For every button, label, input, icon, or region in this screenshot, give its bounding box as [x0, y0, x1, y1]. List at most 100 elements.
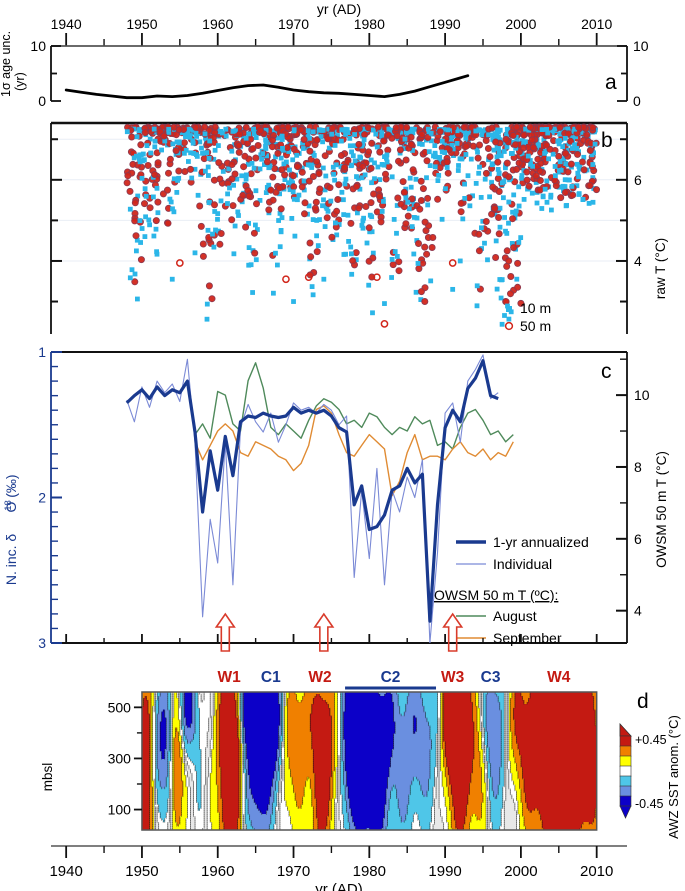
scatter-point-10m [332, 177, 337, 183]
scatter-point-50m [507, 272, 515, 280]
scatter-point-10m [233, 128, 238, 134]
scatter-point-50m [298, 183, 306, 191]
scatter-point-10m [408, 184, 414, 190]
scatter-point-50m [175, 167, 183, 175]
panel-c-left-label: N. inc. δ [3, 534, 19, 586]
scatter-point-50m [217, 229, 225, 237]
scatter-point-10m [343, 132, 348, 137]
scatter-point-10m [504, 126, 510, 132]
scatter-point-50m [297, 126, 305, 134]
scatter-point-10m [359, 175, 365, 181]
scatter-point-50m [196, 202, 204, 210]
scatter-point-10m [572, 126, 578, 132]
scatter-point-50m [216, 240, 224, 248]
scatter-point-50m [137, 256, 145, 264]
scatter-point-10m [367, 229, 373, 235]
scatter-point-10m [204, 150, 210, 155]
scatter-point-50m [489, 183, 497, 191]
scatter-point-10m [549, 130, 555, 135]
panel-d-ytick: 500 [108, 699, 132, 715]
scatter-point-10m [525, 153, 531, 159]
scatter-point-10m [443, 186, 448, 192]
scatter-point-10m [492, 131, 498, 137]
scatter-point-10m [441, 127, 447, 132]
scatter-point-50m [396, 146, 404, 154]
scatter-point-50m [488, 124, 496, 132]
scatter-point-10m [127, 206, 133, 212]
scatter-point-50m [273, 124, 281, 132]
panel-a: 0 10 0 10 1σ age unc. (yr) a [0, 31, 649, 109]
scatter-point-10m [489, 132, 495, 138]
scatter-point-10m [301, 187, 307, 193]
scatter-point-10m [475, 149, 480, 155]
scatter-point-50m [417, 196, 425, 204]
scatter-point-10m [360, 225, 366, 231]
scatter-point-10m [454, 141, 460, 146]
scatter-point-10m [151, 194, 156, 200]
scatter-point-10m [132, 271, 138, 277]
legend-marker-50m [504, 321, 514, 331]
scatter-point-10m [273, 250, 278, 256]
scatter-point-50m [569, 191, 577, 199]
scatter-point-50m [244, 186, 252, 194]
svg-text:1990: 1990 [430, 16, 461, 32]
scatter-point-10m [496, 146, 501, 151]
scatter-point-10m [277, 211, 283, 216]
scatter-point-50m [236, 130, 244, 138]
scatter-point-10m [309, 284, 315, 289]
scatter-point-50m [352, 182, 360, 190]
scatter-point-10m [232, 223, 238, 229]
scatter-point-10m [218, 198, 224, 204]
scatter-point-10m [193, 130, 199, 136]
scatter-point-50m [329, 124, 337, 132]
scatter-point-10m [467, 203, 473, 209]
event-arrow-icon [313, 612, 335, 652]
scatter-point-50m [536, 167, 544, 175]
scatter-point-50m [492, 253, 500, 261]
scatter-point-10m [341, 127, 347, 133]
scatter-point-10m [586, 201, 592, 206]
scatter-point-10m [502, 313, 507, 318]
scatter-point-50m [290, 183, 298, 191]
scatter-point-50m [347, 219, 355, 227]
scatter-point-10m [304, 145, 310, 151]
scatter-point-10m [506, 220, 511, 226]
scatter-point-10m [152, 144, 158, 150]
scatter-point-10m [506, 199, 512, 205]
svg-text:1970: 1970 [278, 16, 309, 32]
scatter-point-50m [407, 140, 415, 148]
panel-b: 4 6 raw T (°C) b 10 m 50 m [50, 121, 668, 334]
scatter-point-10m [404, 130, 410, 135]
svg-text:1980: 1980 [354, 16, 385, 32]
scatter-point-50m [242, 124, 250, 132]
scatter-point-50m [131, 199, 139, 207]
scatter-point-10m [212, 147, 218, 153]
scatter-point-10m [190, 140, 196, 146]
scatter-point-10m [142, 234, 148, 239]
svg-text:10: 10 [30, 38, 46, 54]
panel-b-ytick: 6 [634, 172, 642, 188]
scatter-point-10m [140, 158, 146, 164]
scatter-point-50m [506, 290, 514, 298]
scatter-point-10m [541, 137, 547, 143]
scatter-point-10m [349, 162, 355, 168]
scatter-point-10m [498, 153, 504, 159]
scatter-point-50m [205, 126, 213, 134]
scatter-point-50m [278, 166, 286, 174]
panel-c-letter: c [601, 360, 612, 383]
scatter-point-10m [326, 126, 332, 132]
scatter-point-50m [514, 283, 522, 291]
scatter-point-10m [501, 195, 506, 201]
legend-label-50m: 50 m [520, 318, 551, 334]
scatter-point-10m [263, 140, 269, 146]
scatter-point-10m [455, 168, 461, 173]
scatter-point-50m [283, 144, 291, 152]
scatter-point-10m [205, 164, 211, 170]
scatter-point-50m [417, 288, 425, 296]
scatter-point-10m [557, 138, 563, 143]
event-label-c2: C2 [381, 669, 401, 686]
scatter-point-10m [307, 162, 313, 168]
scatter-point-50m [423, 250, 431, 258]
scatter-point-10m [418, 297, 424, 302]
scatter-point-10m [518, 235, 524, 240]
